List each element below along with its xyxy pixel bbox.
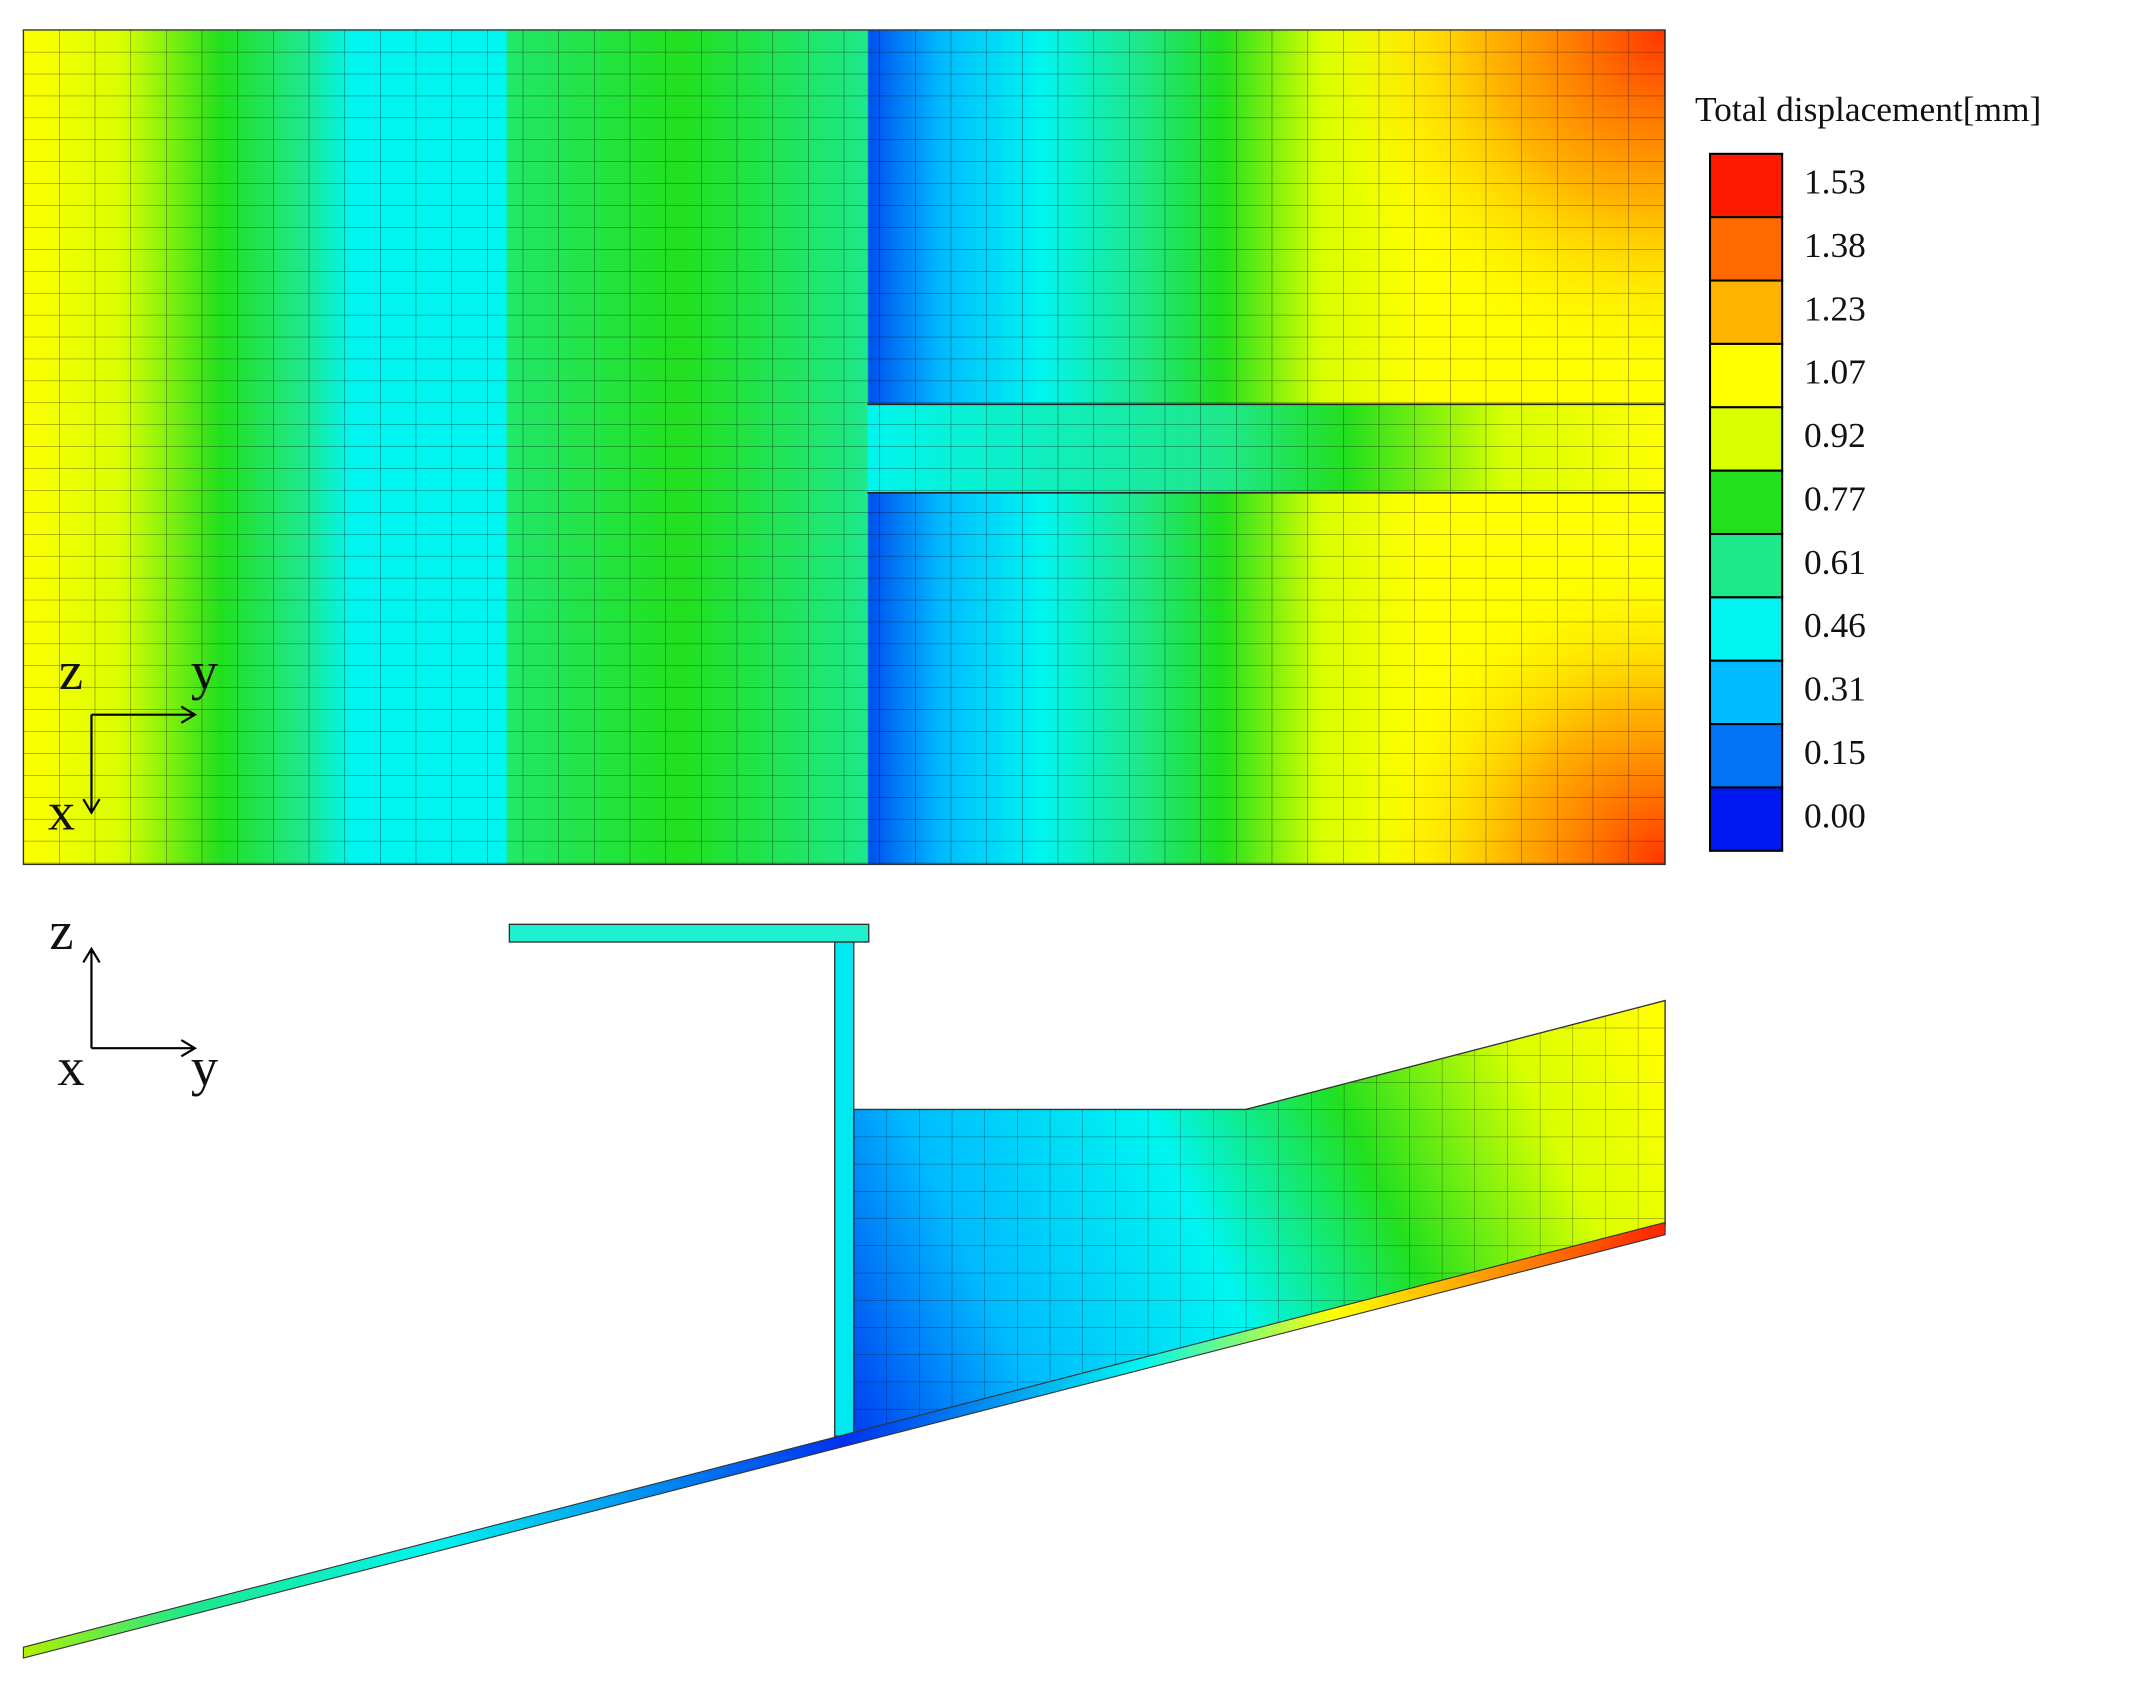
axis-label: z [49, 900, 73, 961]
legend-swatch [1709, 406, 1784, 472]
legend-label: 0.31 [1804, 669, 1866, 709]
legend-swatch [1709, 532, 1784, 599]
axis-label: y [191, 1036, 218, 1097]
top-flange [508, 923, 870, 943]
legend-swatch [1709, 596, 1784, 662]
legend-swatch [1709, 723, 1784, 789]
legend-label: 0.46 [1804, 605, 1866, 645]
side-view: z y x [22, 900, 1666, 1659]
axis-label: x [48, 780, 75, 841]
strip-edge [867, 403, 1666, 494]
legend-label: 0.00 [1804, 795, 1866, 835]
legend-label: 0.77 [1804, 478, 1866, 518]
legend-label: 0.92 [1804, 415, 1866, 455]
legend-label: 0.61 [1804, 542, 1866, 582]
legend-label: 0.15 [1804, 732, 1866, 772]
axis-label: y [191, 640, 218, 701]
legend-swatch [1709, 786, 1784, 852]
axis-label: x [57, 1036, 84, 1097]
axis-arrows [82, 705, 198, 815]
mesh [22, 29, 1666, 866]
mesh [853, 999, 1666, 1438]
legend-swatch [1709, 469, 1784, 536]
top-view: z y x [22, 29, 1666, 866]
web [834, 941, 855, 1437]
legend-swatch [1709, 279, 1784, 345]
axis-arrows [82, 946, 198, 1058]
legend-title: Total displacement[mm] [1695, 89, 2041, 129]
legend: Total displacement[mm] 1.53 1.38 1.23 1.07 0… [1695, 89, 2041, 852]
legend-label: 1.38 [1804, 225, 1866, 265]
bottom-plate [22, 1221, 1666, 1659]
legend-swatch [1709, 659, 1784, 726]
legend-label: 1.23 [1804, 288, 1866, 328]
legend-swatch [1709, 216, 1784, 282]
legend-swatch [1709, 152, 1784, 219]
axis-label: z [59, 640, 83, 701]
legend-swatch [1709, 342, 1784, 409]
legend-label: 1.53 [1804, 162, 1866, 202]
legend-label: 1.07 [1804, 352, 1866, 392]
